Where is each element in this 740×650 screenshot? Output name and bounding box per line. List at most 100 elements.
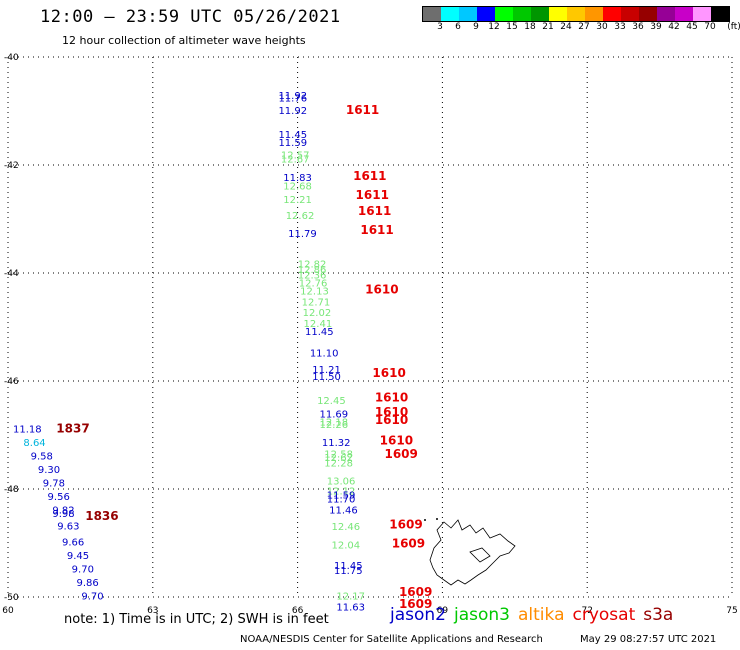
wave-height-label: 9.86 xyxy=(77,578,99,589)
wave-height-label: 12.46 xyxy=(332,522,361,533)
colorbar-label: (ft) xyxy=(727,22,740,32)
wave-height-label: 12.28 xyxy=(324,458,353,469)
wave-height-label: 11.10 xyxy=(310,349,339,360)
wave-height-label: 12.58 xyxy=(324,450,353,461)
lon-tick-label: 72 xyxy=(581,606,592,616)
page-title: 12:00 — 23:59 UTC 05/26/2021 xyxy=(40,7,341,27)
pass-time-label: 1610 xyxy=(380,434,413,448)
wave-height-label: 12.45 xyxy=(317,396,346,407)
legend-item-altika: altika xyxy=(518,605,565,625)
colorbar-swatch xyxy=(531,7,549,21)
colorbar-label: 3 xyxy=(437,22,443,32)
wave-height-label: 12.68 xyxy=(283,181,312,192)
wave-height-label: 11.63 xyxy=(336,603,365,614)
wave-height-label: 12.36 xyxy=(298,270,327,281)
pass-time-label: 1610 xyxy=(375,391,408,405)
wave-height-label: 12.41 xyxy=(304,319,333,330)
wave-height-label: 12.12 xyxy=(327,486,356,497)
wave-height-label: 9.30 xyxy=(38,465,60,476)
colorbar-label: 39 xyxy=(650,22,662,32)
colorbar-swatch xyxy=(459,7,477,21)
page-subtitle: 12 hour collection of altimeter wave hei… xyxy=(62,34,306,47)
pass-time-label: 1610 xyxy=(375,405,408,419)
colorbar-swatch xyxy=(711,7,729,21)
wave-height-label: 12.62 xyxy=(324,453,353,464)
pass-time-label: 1611 xyxy=(356,188,389,202)
pass-time-label: 1609 xyxy=(399,597,432,611)
generated-timestamp: May 29 08:27:57 UTC 2021 xyxy=(580,634,717,645)
colorbar-swatch xyxy=(513,7,531,21)
wave-height-label: 12.18 xyxy=(319,417,348,428)
lat-tick-label: -44 xyxy=(4,269,19,279)
wave-height-label: 12.82 xyxy=(298,260,327,271)
colorbar-swatch xyxy=(657,7,675,21)
colorbar-label: 42 xyxy=(668,22,680,32)
kerguelen-island-outline xyxy=(429,519,516,586)
colorbar-label: 36 xyxy=(632,22,644,32)
wave-height-label: 9.66 xyxy=(62,538,84,549)
colorbar-swatch xyxy=(423,7,441,21)
wave-height-label: 11.59 xyxy=(278,138,307,149)
colorbar-swatch xyxy=(585,7,603,21)
wave-height-label: 11.79 xyxy=(288,229,317,240)
colorbar-label: 15 xyxy=(506,22,518,32)
wave-height-label: 11.92 xyxy=(278,91,307,102)
satellite-legend: jason2 jason3 altika cryosat s3a xyxy=(390,605,681,625)
pass-time-label: 1611 xyxy=(353,169,386,183)
colorbar-label: 33 xyxy=(614,22,626,32)
wave-height-colorbar xyxy=(422,6,730,22)
pass-time-label: 1609 xyxy=(392,536,425,550)
pass-time-label: 1610 xyxy=(365,283,398,297)
wave-height-label: 12.02 xyxy=(303,308,332,319)
wave-height-label: 11.45 xyxy=(278,130,307,141)
wave-height-label: 9.98 xyxy=(52,509,74,520)
pass-time-label: 1611 xyxy=(360,223,393,237)
islet-marker xyxy=(436,518,438,520)
wave-height-label: 11.50 xyxy=(312,372,341,383)
lon-tick-label: 66 xyxy=(292,606,304,616)
pass-time-label: 1609 xyxy=(389,517,422,531)
wave-height-label: 9.78 xyxy=(43,478,65,489)
wave-height-label: 13.06 xyxy=(327,477,356,488)
wave-height-label: 11.32 xyxy=(322,438,351,449)
wave-height-label: 12.67 xyxy=(281,154,310,165)
islet-marker xyxy=(424,519,426,521)
colorbar-label: 12 xyxy=(488,22,500,32)
wave-height-label: 8.64 xyxy=(23,438,45,449)
pass-time-label: 1610 xyxy=(375,413,408,427)
wave-height-label: 12.71 xyxy=(302,297,331,308)
colorbar-label: 27 xyxy=(578,22,590,32)
pass-time-label: 1609 xyxy=(384,447,417,461)
lat-tick-label: -40 xyxy=(4,53,19,63)
colorbar-swatch xyxy=(693,7,711,21)
pass-time-label: 1611 xyxy=(346,103,379,117)
wave-height-label: 9.45 xyxy=(67,551,89,562)
wave-height-label: 11.21 xyxy=(312,365,341,376)
legend-item-jason3: jason3 xyxy=(454,605,510,625)
pass-time-label: 1609 xyxy=(399,585,432,599)
colorbar-swatch xyxy=(603,7,621,21)
wave-height-label: 12.62 xyxy=(286,211,315,222)
wave-height-label: 12.17 xyxy=(336,592,365,603)
colorbar-swatch xyxy=(549,7,567,21)
wave-height-label: 9.70 xyxy=(72,565,94,576)
colorbar-swatch xyxy=(639,7,657,21)
colorbar-label: 30 xyxy=(596,22,608,32)
wave-height-label: 11.76 xyxy=(278,93,307,104)
colorbar-swatch xyxy=(495,7,513,21)
lat-tick-label: -50 xyxy=(4,593,19,603)
colorbar-labels: 3 6 9 12 15 18 21 24 27 30 33 36 39 42 45 70 (ft) xyxy=(422,22,740,34)
lon-tick-label: 75 xyxy=(726,606,737,616)
wave-height-label: 12.26 xyxy=(319,420,348,431)
lat-tick-label: -48 xyxy=(4,485,19,495)
wave-height-label: 12.04 xyxy=(332,540,361,551)
colorbar-label: 24 xyxy=(560,22,572,32)
colorbar-label: 9 xyxy=(473,22,479,32)
wave-height-label: 11.45 xyxy=(334,561,363,572)
credit-line: NOAA/NESDIS Center for Satellite Applica… xyxy=(240,634,543,645)
colorbar-label: 21 xyxy=(542,22,554,32)
legend-item-cryosat: cryosat xyxy=(572,605,636,625)
wave-height-label: 9.70 xyxy=(81,592,103,603)
wave-height-label: 11.69 xyxy=(319,410,348,421)
